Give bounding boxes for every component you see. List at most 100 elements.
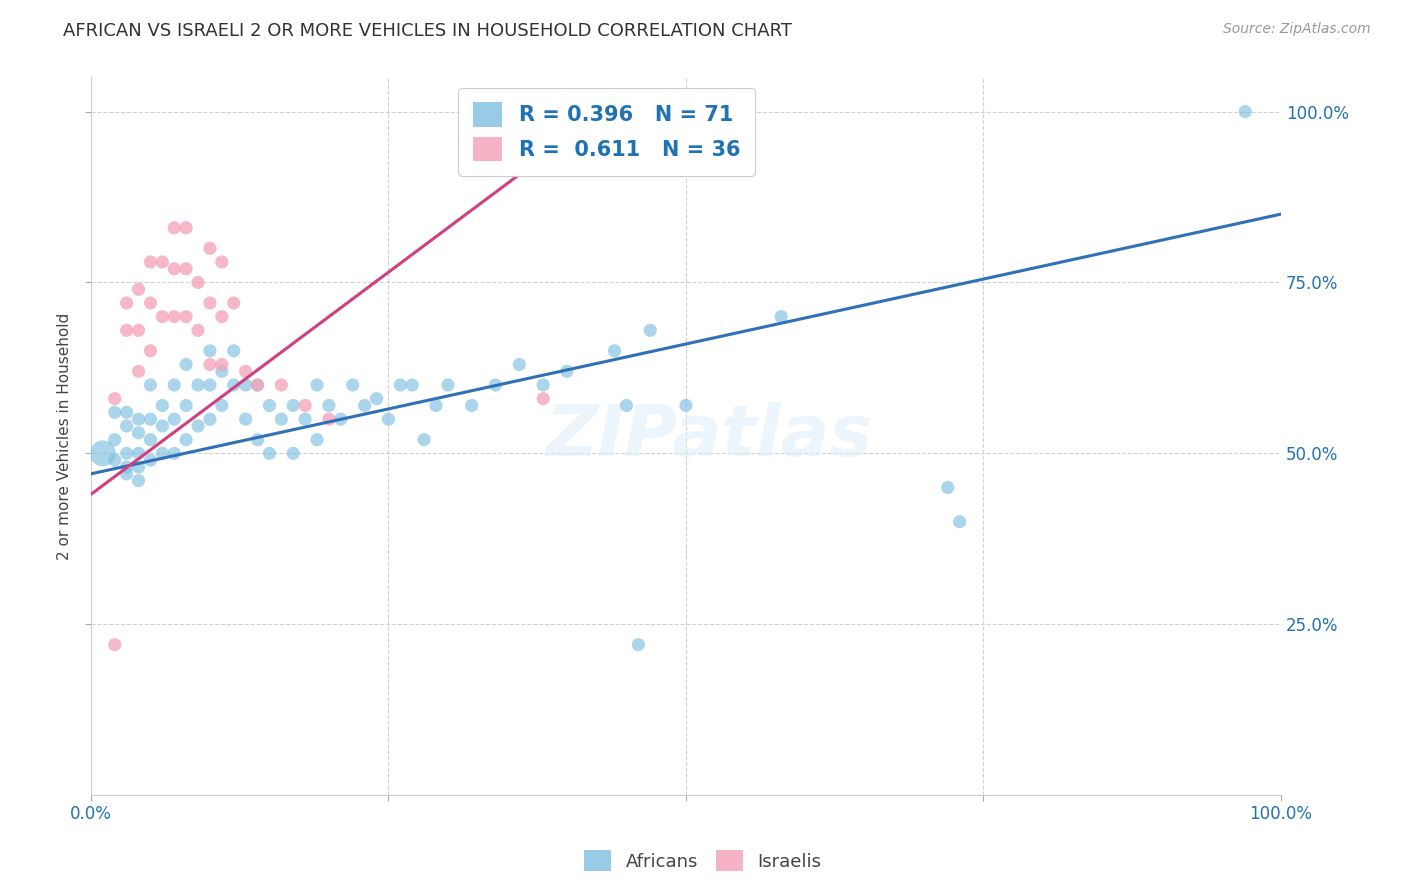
Point <box>603 343 626 358</box>
Point <box>616 399 638 413</box>
Point <box>329 412 352 426</box>
Point <box>139 412 162 426</box>
Point <box>198 378 221 392</box>
Point <box>174 220 197 235</box>
Point <box>222 343 245 358</box>
Point <box>139 453 162 467</box>
Point <box>104 638 127 652</box>
Point <box>139 255 162 269</box>
Point <box>115 460 138 475</box>
Point <box>187 378 209 392</box>
Point <box>163 446 186 460</box>
Point <box>294 412 316 426</box>
Point <box>104 433 127 447</box>
Point <box>627 638 650 652</box>
Point <box>104 453 127 467</box>
Point <box>770 310 793 324</box>
Text: AFRICAN VS ISRAELI 2 OR MORE VEHICLES IN HOUSEHOLD CORRELATION CHART: AFRICAN VS ISRAELI 2 OR MORE VEHICLES IN… <box>63 22 792 40</box>
Point <box>389 378 412 392</box>
Point <box>163 412 186 426</box>
Point <box>115 419 138 434</box>
Point <box>211 364 233 378</box>
Point <box>128 446 150 460</box>
Point <box>115 405 138 419</box>
Text: Source: ZipAtlas.com: Source: ZipAtlas.com <box>1223 22 1371 37</box>
Point <box>531 378 554 392</box>
Point <box>139 343 162 358</box>
Point <box>139 296 162 310</box>
Point <box>508 358 530 372</box>
Point <box>305 433 328 447</box>
Text: ZIPatlas: ZIPatlas <box>546 401 873 471</box>
Point <box>531 392 554 406</box>
Point <box>377 412 399 426</box>
Point <box>675 399 697 413</box>
Point <box>128 474 150 488</box>
Point <box>150 310 173 324</box>
Point <box>104 392 127 406</box>
Point <box>128 412 150 426</box>
Point <box>531 118 554 132</box>
Point <box>246 433 269 447</box>
Point <box>91 446 114 460</box>
Point <box>318 412 340 426</box>
Point <box>555 364 578 378</box>
Point <box>283 399 305 413</box>
Point <box>246 378 269 392</box>
Point <box>401 378 423 392</box>
Point <box>211 255 233 269</box>
Point <box>211 399 233 413</box>
Point <box>174 358 197 372</box>
Point <box>222 296 245 310</box>
Point <box>163 261 186 276</box>
Legend: Africans, Israelis: Africans, Israelis <box>576 843 830 879</box>
Point <box>246 378 269 392</box>
Point <box>1234 104 1257 119</box>
Point <box>115 467 138 481</box>
Point <box>128 282 150 296</box>
Point <box>128 323 150 337</box>
Point <box>128 425 150 440</box>
Point <box>259 446 281 460</box>
Legend: R = 0.396   N = 71, R =  0.611   N = 36: R = 0.396 N = 71, R = 0.611 N = 36 <box>458 87 755 176</box>
Point <box>949 515 972 529</box>
Point <box>283 446 305 460</box>
Point <box>198 412 221 426</box>
Point <box>174 433 197 447</box>
Point <box>353 399 375 413</box>
Point <box>342 378 364 392</box>
Point <box>270 412 292 426</box>
Point <box>270 378 292 392</box>
Point <box>638 323 661 337</box>
Point <box>520 118 543 132</box>
Point <box>413 433 436 447</box>
Point <box>198 358 221 372</box>
Point <box>461 399 484 413</box>
Point <box>198 241 221 255</box>
Point <box>150 255 173 269</box>
Point <box>259 399 281 413</box>
Point <box>115 446 138 460</box>
Point <box>211 310 233 324</box>
Point <box>198 296 221 310</box>
Point <box>936 481 959 495</box>
Point <box>222 378 245 392</box>
Point <box>174 399 197 413</box>
Point <box>211 358 233 372</box>
Point <box>187 419 209 434</box>
Point <box>366 392 388 406</box>
Point <box>305 378 328 392</box>
Point <box>235 364 257 378</box>
Point <box>235 378 257 392</box>
Point <box>139 433 162 447</box>
Point <box>294 399 316 413</box>
Point <box>174 310 197 324</box>
Point <box>235 412 257 426</box>
Point <box>150 399 173 413</box>
Point <box>128 460 150 475</box>
Y-axis label: 2 or more Vehicles in Household: 2 or more Vehicles in Household <box>58 312 72 560</box>
Point <box>139 378 162 392</box>
Point <box>128 364 150 378</box>
Point <box>425 399 447 413</box>
Point <box>150 419 173 434</box>
